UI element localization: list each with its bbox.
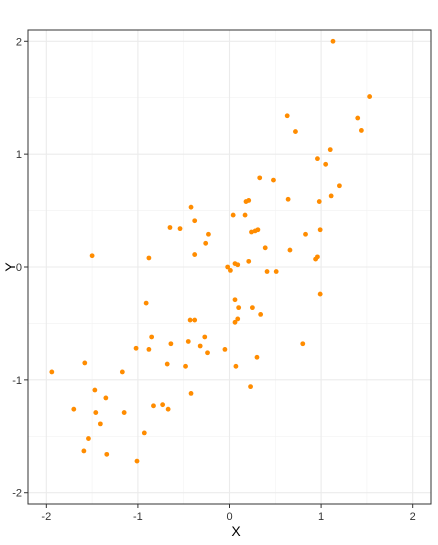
- data-point: [327, 147, 333, 153]
- data-point: [71, 406, 77, 412]
- y-axis-title: Y: [2, 262, 18, 272]
- data-point: [143, 300, 149, 306]
- data-points: [49, 38, 373, 464]
- data-point: [235, 262, 241, 268]
- data-point: [89, 253, 95, 259]
- data-point: [316, 199, 322, 204]
- data-point: [300, 341, 306, 347]
- x-axis-title: X: [231, 523, 241, 539]
- data-point: [183, 363, 188, 369]
- data-point: [228, 267, 233, 273]
- x-tick-label: 0: [226, 511, 232, 523]
- data-point: [303, 231, 308, 237]
- data-point: [323, 161, 329, 167]
- data-point: [133, 345, 139, 351]
- data-point: [141, 430, 147, 436]
- data-point: [254, 354, 260, 360]
- data-point: [317, 227, 323, 233]
- data-point: [232, 319, 238, 325]
- data-point: [313, 256, 318, 262]
- data-point: [206, 231, 211, 237]
- data-point: [358, 128, 364, 133]
- data-point: [104, 451, 110, 457]
- data-point: [49, 369, 55, 375]
- data-point: [246, 258, 252, 264]
- data-point: [202, 334, 208, 340]
- data-point: [249, 305, 255, 311]
- data-point: [192, 252, 198, 257]
- data-point: [284, 113, 290, 119]
- data-point: [187, 317, 193, 323]
- data-point: [262, 245, 268, 251]
- data-point: [273, 269, 279, 274]
- data-point: [258, 312, 264, 317]
- data-point: [93, 410, 99, 415]
- data-point: [236, 305, 242, 311]
- data-point: [248, 384, 253, 390]
- data-point: [188, 391, 194, 396]
- data-point: [315, 156, 320, 162]
- data-point: [92, 387, 98, 393]
- x-tick-label: 1: [318, 511, 324, 523]
- data-point: [222, 346, 228, 352]
- data-point: [167, 225, 173, 230]
- data-point: [367, 94, 373, 99]
- data-point: [146, 255, 152, 261]
- data-point: [177, 226, 183, 232]
- data-point: [355, 115, 361, 121]
- data-point: [149, 334, 155, 340]
- data-point: [192, 218, 198, 224]
- data-point: [233, 363, 239, 369]
- data-point: [257, 175, 263, 181]
- data-point: [168, 341, 174, 347]
- data-point: [249, 229, 254, 235]
- x-tick-label: -2: [41, 511, 51, 523]
- data-point: [164, 361, 170, 367]
- x-axis-ticks: -2 -1 0 1 2: [41, 504, 416, 523]
- data-point: [337, 183, 342, 189]
- data-point: [146, 346, 152, 352]
- data-point: [264, 269, 270, 274]
- data-point: [103, 395, 109, 401]
- data-point: [317, 291, 323, 297]
- y-tick-label: -1: [12, 375, 22, 387]
- data-point: [243, 199, 249, 204]
- data-point: [287, 247, 293, 253]
- y-tick-label: 0: [16, 262, 22, 274]
- data-point: [252, 228, 258, 234]
- data-point: [81, 448, 87, 454]
- data-point: [82, 360, 88, 366]
- data-point: [330, 38, 336, 44]
- data-point: [271, 177, 276, 183]
- data-point: [192, 317, 198, 323]
- y-axis-ticks: -2 -1 0 1 2: [12, 36, 28, 500]
- data-point: [232, 297, 238, 303]
- x-tick-label: -1: [133, 511, 143, 523]
- data-point: [134, 458, 140, 464]
- data-point: [121, 410, 127, 415]
- data-point: [86, 436, 91, 441]
- data-point: [185, 339, 191, 344]
- y-tick-label: 1: [16, 149, 22, 161]
- data-point: [165, 406, 171, 412]
- data-point: [160, 402, 166, 408]
- data-point: [205, 350, 210, 356]
- data-point: [230, 212, 236, 218]
- data-point: [242, 212, 248, 218]
- data-point: [197, 343, 203, 349]
- y-tick-label: -2: [12, 488, 22, 500]
- data-point: [151, 403, 156, 409]
- data-point: [97, 421, 103, 427]
- data-point: [188, 204, 194, 210]
- data-point: [225, 264, 231, 270]
- data-point: [293, 129, 298, 134]
- data-point: [203, 240, 209, 246]
- data-point: [285, 196, 291, 202]
- x-tick-label: 2: [410, 511, 416, 523]
- data-point: [119, 369, 125, 375]
- data-point: [328, 193, 334, 199]
- data-point: [235, 316, 241, 322]
- y-tick-label: 2: [16, 36, 22, 48]
